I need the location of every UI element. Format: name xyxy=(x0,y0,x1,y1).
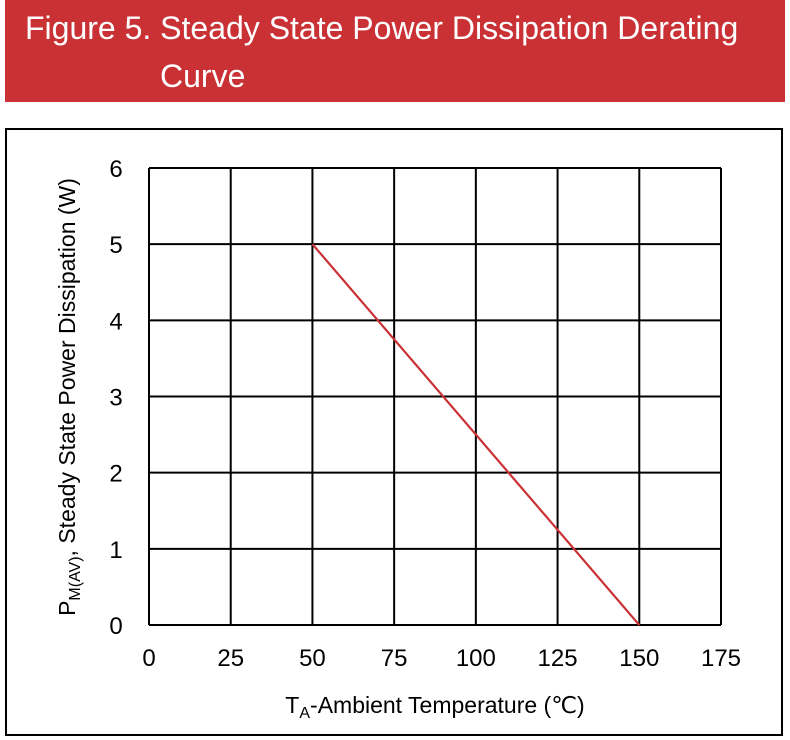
y-axis-label-sub: M(AV) xyxy=(67,556,84,600)
x-tick-label-0: 0 xyxy=(142,645,155,672)
y-tick-label-4: 4 xyxy=(109,308,122,335)
x-tick-label-1: 25 xyxy=(217,645,244,672)
x-tick-label-3: 75 xyxy=(381,645,408,672)
x-axis-label-rest: -Ambient Temperature (℃) xyxy=(310,692,585,718)
x-tick-label-2: 50 xyxy=(299,645,326,672)
y-tick-label-3: 3 xyxy=(109,385,122,412)
x-tick-label-7: 175 xyxy=(701,645,741,672)
y-tick-label-5: 5 xyxy=(109,232,122,259)
series-layer xyxy=(311,243,641,626)
x-tick-label-6: 150 xyxy=(619,645,659,672)
x-axis-label: TA-Ambient Temperature (℃) xyxy=(285,692,584,722)
series-line-0 xyxy=(311,243,641,626)
x-axis-label-main: T xyxy=(285,692,299,718)
y-tick-label-1: 1 xyxy=(109,537,122,564)
y-tick-label-2: 2 xyxy=(109,461,122,488)
x-tick-label-5: 125 xyxy=(538,645,578,672)
grid-layer xyxy=(148,167,722,626)
x-axis-label-sub: A xyxy=(299,705,310,722)
y-tick-label-0: 0 xyxy=(109,613,122,640)
title-banner: Figure 5. Steady State Power Dissipation… xyxy=(5,0,785,102)
tick-layer: 0 25 50 75 100 125 150 175 0 1 2 3 4 5 6 xyxy=(109,156,741,672)
y-axis-label: PM(AV), Steady State Power Dissipation (… xyxy=(54,178,84,616)
y-axis-label-main: P xyxy=(54,601,80,616)
y-axis-label-rest: , Steady State Power Dissipation (W) xyxy=(54,178,80,556)
y-tick-label-6: 6 xyxy=(109,156,122,183)
chart-title-line1: Figure 5. Steady State Power Dissipation… xyxy=(25,10,739,46)
x-tick-label-4: 100 xyxy=(456,645,496,672)
chart-title-line2: Curve xyxy=(160,58,246,94)
